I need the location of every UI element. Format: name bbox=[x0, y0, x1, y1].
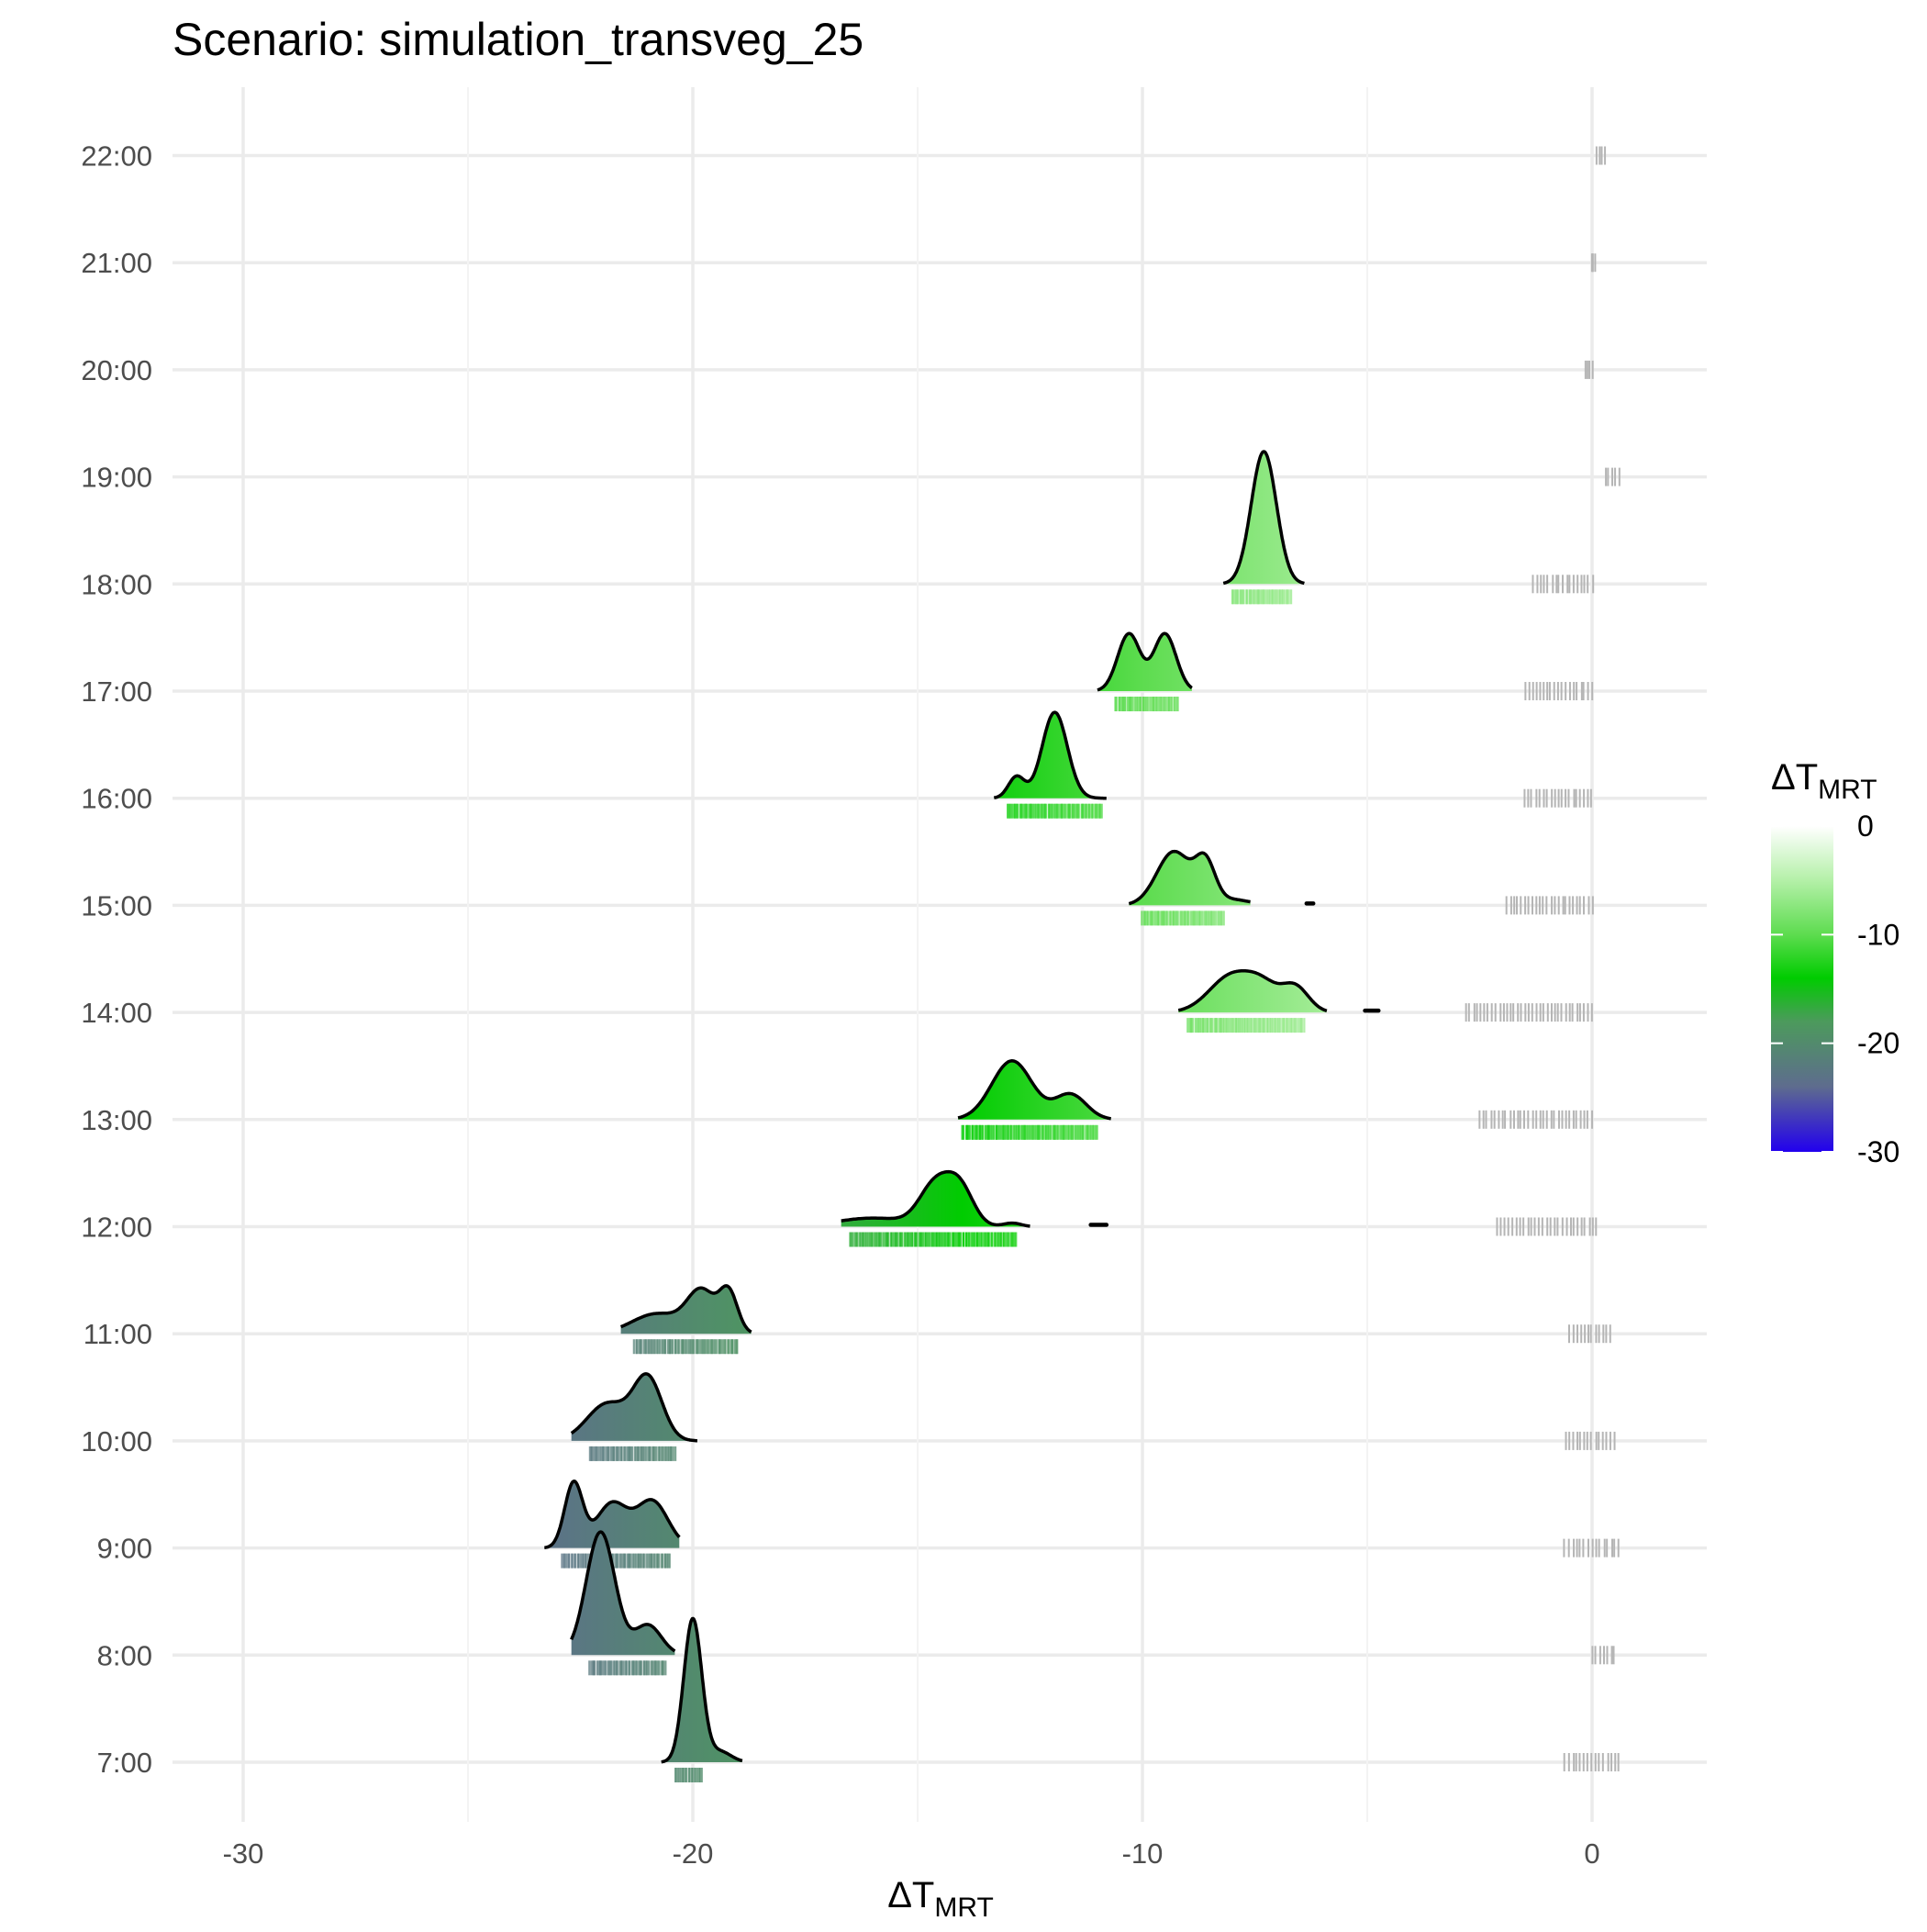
ridge-fill bbox=[571, 1373, 697, 1441]
legend-title: ΔTMRT bbox=[1771, 757, 1877, 805]
legend-tick-label: -20 bbox=[1857, 1027, 1899, 1060]
legend-title-main: ΔT bbox=[1771, 757, 1818, 798]
ridge-outline bbox=[1177, 968, 1328, 1012]
ridge-fill bbox=[994, 712, 1107, 798]
x-tick-label: -30 bbox=[223, 1837, 264, 1870]
ridge-fill bbox=[1178, 970, 1327, 1013]
ridge-fill bbox=[620, 1285, 752, 1335]
y-tick-label: 21:00 bbox=[81, 247, 152, 279]
chart-title: Scenario: simulation_transveg_25 bbox=[173, 14, 863, 65]
ridge-outline bbox=[957, 1059, 1112, 1121]
ridge-16:00 bbox=[993, 710, 1592, 819]
ridge-fill bbox=[1129, 851, 1251, 906]
ridge-outline bbox=[543, 1480, 681, 1549]
ridge-9:00 bbox=[543, 1480, 1620, 1569]
ridge-fill bbox=[571, 1532, 675, 1656]
color-legend: ΔTMRT 0 -10 -20 -30 bbox=[1771, 757, 1899, 1168]
ridge-18:00 bbox=[1222, 450, 1595, 605]
ridge-22:00 bbox=[1595, 146, 1607, 165]
legend-tick-label: -10 bbox=[1857, 918, 1899, 951]
ridge-20:00 bbox=[1584, 360, 1594, 379]
x-axis-label: ΔTMRT bbox=[887, 1875, 994, 1923]
ridge-outline bbox=[619, 1284, 752, 1334]
ridge-fill bbox=[544, 1480, 680, 1548]
ridge-13:00 bbox=[957, 1059, 1594, 1140]
ridge-11:00 bbox=[619, 1284, 1611, 1355]
ridge-outline bbox=[841, 1169, 1030, 1228]
y-tick-label: 17:00 bbox=[81, 676, 152, 708]
ridge-17:00 bbox=[1097, 631, 1594, 711]
tick-label-layer: 7:00 8:00 9:00 10:00 11:00 12:00 13:00 14:00 15:… bbox=[81, 140, 1599, 1871]
ridge-7:00 bbox=[660, 1616, 1620, 1782]
x-axis-label-main: ΔT bbox=[887, 1875, 934, 1915]
ridge-fill bbox=[1223, 452, 1305, 585]
grid-layer bbox=[173, 87, 1707, 1822]
x-axis-label-sub: MRT bbox=[934, 1893, 993, 1923]
x-tick-label: -10 bbox=[1122, 1837, 1164, 1870]
y-tick-label: 10:00 bbox=[81, 1425, 152, 1457]
ridge-outline bbox=[1097, 631, 1193, 692]
y-tick-label: 16:00 bbox=[81, 783, 152, 815]
y-tick-label: 8:00 bbox=[97, 1639, 152, 1671]
y-tick-label: 13:00 bbox=[81, 1104, 152, 1136]
ridge-outline bbox=[570, 1530, 676, 1653]
y-tick-label: 15:00 bbox=[81, 889, 152, 921]
legend-tick-label: -30 bbox=[1857, 1135, 1899, 1168]
y-tick-label: 9:00 bbox=[97, 1533, 152, 1565]
ridge-12:00 bbox=[841, 1169, 1598, 1247]
ridge-outline bbox=[660, 1616, 743, 1764]
ridge-fill bbox=[841, 1171, 1030, 1227]
y-tick-label: 20:00 bbox=[81, 354, 152, 386]
ridge-outline bbox=[1222, 450, 1306, 586]
y-tick-label: 22:00 bbox=[81, 140, 152, 173]
x-tick-label: 0 bbox=[1584, 1837, 1599, 1870]
ridge-fill bbox=[661, 1618, 742, 1762]
ridge-outline bbox=[1128, 849, 1252, 906]
legend-tick-label: 0 bbox=[1857, 810, 1874, 843]
y-tick-label: 19:00 bbox=[81, 462, 152, 494]
y-tick-label: 11:00 bbox=[84, 1318, 152, 1350]
ridge-15:00 bbox=[1128, 849, 1594, 926]
ridge-layer bbox=[543, 146, 1621, 1782]
ridge-8:00 bbox=[570, 1530, 1615, 1676]
legend-title-sub: MRT bbox=[1818, 775, 1877, 805]
x-tick-label: -20 bbox=[673, 1837, 714, 1870]
y-tick-label: 18:00 bbox=[81, 568, 152, 600]
ridge-outline bbox=[993, 710, 1108, 800]
ridge-19:00 bbox=[1605, 467, 1621, 486]
ridge-21:00 bbox=[1590, 253, 1597, 273]
legend-color-bar bbox=[1771, 826, 1833, 1152]
ridge-fill bbox=[958, 1060, 1111, 1120]
ridge-10:00 bbox=[570, 1372, 1616, 1461]
y-tick-label: 14:00 bbox=[81, 997, 152, 1029]
ridge-14:00 bbox=[1177, 968, 1593, 1033]
y-tick-label: 7:00 bbox=[97, 1747, 152, 1779]
y-tick-label: 12:00 bbox=[81, 1212, 152, 1244]
ridge-outline bbox=[570, 1372, 698, 1443]
